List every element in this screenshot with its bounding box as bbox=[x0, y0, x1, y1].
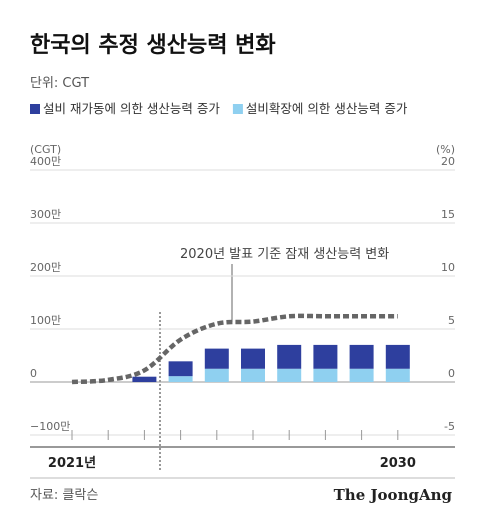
credit: The JoongAng bbox=[334, 486, 453, 504]
bar bbox=[132, 376, 157, 382]
legend-swatch bbox=[232, 104, 243, 114]
y-tick-label: 400만 bbox=[30, 155, 61, 168]
source: 자료: 클락슨 bbox=[30, 488, 98, 503]
bar bbox=[349, 344, 374, 369]
y2-tick-label: 0 bbox=[448, 367, 455, 380]
y2-tick-label: -5 bbox=[444, 420, 455, 433]
trend-line bbox=[71, 313, 398, 385]
y-tick-label: 200만 bbox=[30, 261, 61, 274]
bar bbox=[241, 368, 265, 382]
y2-tick-label: 20 bbox=[441, 155, 455, 168]
legend-label: 설비확장에 의한 생산능력 증가 bbox=[246, 101, 408, 116]
y-tick-label: 300만 bbox=[30, 208, 61, 221]
bar bbox=[385, 344, 410, 369]
y-tick-label: 100만 bbox=[30, 314, 61, 327]
bar bbox=[204, 348, 229, 369]
y-tick-label: 0 bbox=[30, 367, 37, 380]
y-tick-label: −100만 bbox=[30, 420, 70, 433]
bar bbox=[277, 344, 302, 369]
y2-tick-label: 5 bbox=[448, 314, 455, 327]
bar bbox=[313, 368, 338, 382]
legend-label: 설비 재가동에 의한 생산능력 증가 bbox=[43, 101, 220, 116]
bar bbox=[241, 348, 265, 369]
bar bbox=[385, 368, 410, 382]
bar bbox=[349, 368, 374, 382]
chart-title: 한국의 추정 생산능력 변화 bbox=[30, 33, 276, 58]
y-axis-label: (CGT) bbox=[30, 143, 61, 156]
legend-swatch bbox=[30, 104, 40, 114]
bar bbox=[168, 376, 193, 382]
bar bbox=[313, 344, 338, 369]
annotation: 2020년 발표 기준 잠재 생산능력 변화 bbox=[180, 247, 389, 262]
subtitle: 단위: CGT bbox=[30, 76, 89, 91]
y2-tick-label: 15 bbox=[441, 208, 455, 221]
x-tick-label: 2021년 bbox=[48, 456, 96, 471]
y2-axis-label: (%) bbox=[436, 143, 455, 156]
x-tick-label: 2030 bbox=[380, 456, 416, 471]
y2-tick-label: 10 bbox=[441, 261, 455, 274]
bar bbox=[204, 368, 229, 382]
bar bbox=[277, 368, 302, 382]
bar bbox=[168, 361, 193, 377]
